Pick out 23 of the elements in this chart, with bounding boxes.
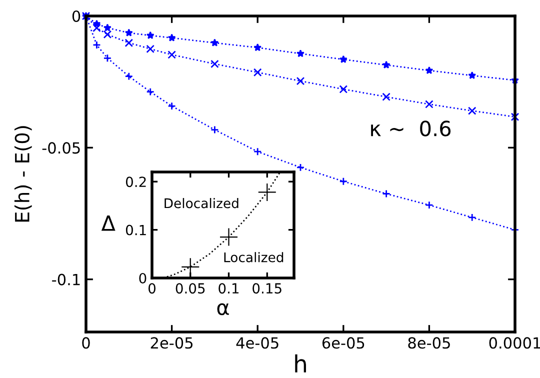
y-tick-label: -0.05: [42, 142, 80, 154]
x-tick-label: 0.05: [176, 283, 205, 294]
x-tick-label: 4e-05: [236, 337, 278, 349]
y-axis-title: Δ: [101, 216, 116, 231]
y-tick-label: -0.1: [52, 274, 80, 286]
x-axis-title: α: [217, 303, 229, 316]
annotation: Localized: [224, 252, 284, 262]
y-tick-label: 0.1: [126, 224, 146, 236]
x-tick-label: 0.15: [252, 283, 282, 294]
x-axis-title: h: [295, 354, 306, 372]
annotation: Delocalized: [164, 198, 238, 208]
y-tick-label: 0.2: [126, 176, 146, 188]
x-tick-label: 0: [82, 337, 90, 349]
x-tick-label: 6e-05: [322, 337, 364, 349]
x-tick-label: 2e-05: [150, 337, 192, 349]
y-tick-label: 0: [139, 272, 146, 284]
y-tick-label: 0: [72, 10, 80, 22]
x-tick-label: 0.0001: [489, 337, 540, 349]
x-tick-label: 0.1: [218, 283, 239, 294]
annotation: κ ~ 0.6: [371, 120, 451, 136]
x-tick-label: 0: [148, 283, 156, 294]
y-axis-title: E(h) - E(0): [14, 126, 32, 222]
x-tick-label: 8e-05: [408, 337, 450, 349]
